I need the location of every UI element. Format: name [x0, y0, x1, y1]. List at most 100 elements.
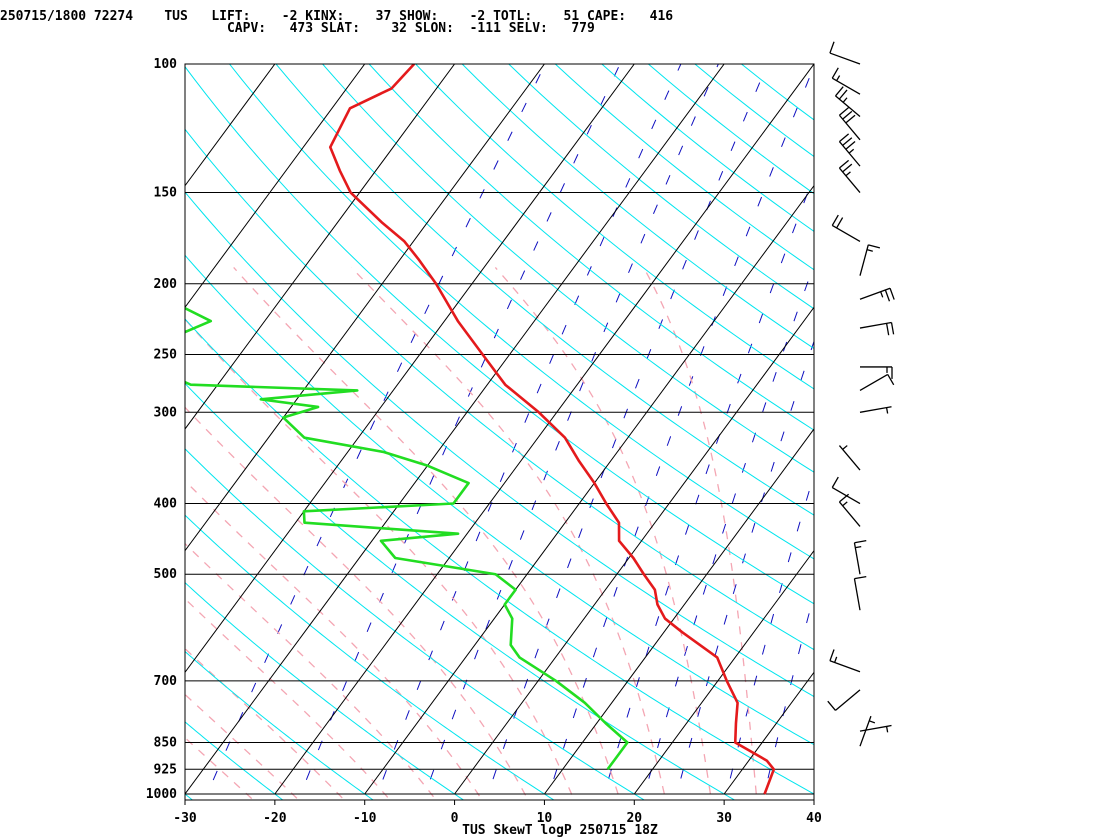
- moist-adiabat-line: [185, 406, 529, 800]
- wind-barb-staff: [859, 406, 892, 413]
- pressure-tick-label: 850: [154, 735, 178, 750]
- wind-barb-feather: [885, 407, 889, 414]
- wind-barb: [829, 41, 861, 65]
- temperature-tick-label: 10: [537, 811, 553, 826]
- wind-barb-feather: [831, 67, 839, 79]
- wind-barb-feather: [868, 244, 881, 249]
- wind-barb: [853, 540, 867, 575]
- wind-barb-staff: [853, 578, 861, 611]
- isotherm-line: [454, 306, 814, 795]
- pressure-tick-label: 700: [154, 674, 178, 689]
- wind-barb-feather: [885, 726, 889, 733]
- wind-barb: [859, 321, 895, 336]
- mixing-ratio-lines: [204, 64, 814, 800]
- wind-barb-feather: [854, 540, 867, 544]
- wind-barb: [859, 715, 876, 747]
- temperature-tick-label: 20: [626, 811, 642, 826]
- wind-barb-feather: [885, 323, 890, 336]
- wind-barb: [859, 244, 881, 276]
- mixing-ratio-line: [422, 64, 719, 800]
- dry-adiabat-line: [275, 64, 814, 516]
- header-indices-line-1: 250715/1800 72274 TUS LIFT: -2 KINX: 37 …: [0, 9, 674, 24]
- isotherm-line: [364, 184, 814, 795]
- wind-barb-feather: [831, 476, 839, 488]
- mixing-ratio-line: [485, 64, 769, 800]
- wind-barb-staff: [859, 321, 892, 329]
- moist-adiabat-line: [185, 542, 437, 800]
- isotherm-line: [0, 64, 95, 794]
- wind-barb-feather: [842, 163, 853, 173]
- wind-barb: [838, 159, 861, 193]
- isotherm-line: [185, 64, 725, 795]
- dewpoint-trace: [185, 306, 629, 771]
- mixing-ratio-line: [724, 473, 814, 800]
- dry-adiabat-line: [185, 318, 814, 795]
- wind-barb-feather: [839, 107, 850, 116]
- dry-adiabat-line: [368, 64, 814, 431]
- wind-barb-feather: [884, 289, 891, 302]
- wind-barb: [859, 373, 895, 391]
- pressure-tick-label: 250: [154, 347, 178, 362]
- temperature-trace: [328, 64, 776, 795]
- wind-barb-feather: [854, 575, 867, 580]
- moist-adiabat-line: [185, 647, 346, 800]
- wind-barb-feather: [829, 41, 835, 54]
- wind-barb: [831, 476, 861, 505]
- wind-barb-feather: [834, 86, 844, 97]
- wind-barb-feather: [855, 545, 862, 549]
- wind-barbs: [827, 41, 895, 747]
- wind-barb-feather: [890, 322, 895, 335]
- wind-barb-feather: [842, 501, 848, 507]
- isotherm-line: [544, 428, 814, 795]
- temperature-tick-label: 40: [806, 811, 822, 826]
- pressure-tick-label: 400: [154, 497, 178, 512]
- dry-adiabat-line: [554, 64, 814, 271]
- dry-adiabat-line: [185, 65, 814, 605]
- moist-adiabat-line: [185, 693, 300, 800]
- dry-adiabat-line: [185, 581, 465, 800]
- wind-barb-feather: [845, 114, 856, 124]
- wind-barb-feather: [842, 97, 848, 103]
- wind-barb: [859, 724, 892, 733]
- wind-barb-feather: [842, 445, 848, 450]
- isotherm-line: [185, 64, 276, 187]
- sounding-header: 250715/1800 72274 TUS LIFT: -2 KINX: 37 …: [0, 0, 1120, 40]
- isotherm-line: [0, 64, 5, 794]
- wind-barb-feather: [839, 493, 850, 503]
- dry-adiabats: [185, 64, 814, 800]
- wind-barb-feather: [842, 137, 853, 146]
- isotherm-line: [185, 64, 545, 552]
- dry-adiabat-line: [647, 64, 814, 195]
- sounding-traces: [185, 64, 776, 795]
- wind-barb: [853, 575, 867, 611]
- wind-barb-feather: [842, 110, 853, 120]
- wind-barb-feather: [827, 700, 836, 711]
- moist-adiabat-line: [233, 267, 621, 800]
- wind-barb-feather: [848, 148, 855, 154]
- wind-barb: [834, 86, 861, 117]
- isotherm-line: [813, 793, 814, 794]
- wind-barb-feather: [839, 159, 850, 169]
- isotherm-line: [185, 64, 366, 309]
- wind-barb: [831, 214, 861, 242]
- pressure-tick-label: 200: [154, 277, 178, 292]
- temperature-tick-label: 30: [716, 811, 732, 826]
- wind-barb-staff: [853, 542, 861, 575]
- wind-barb-staff: [859, 287, 891, 300]
- wind-barb: [838, 445, 861, 471]
- dry-adiabat-line: [185, 721, 284, 800]
- mixing-ratio-line: [762, 593, 814, 800]
- wind-barb: [838, 133, 861, 167]
- wind-barb-feather: [880, 291, 884, 298]
- mixing-ratio-line: [674, 339, 814, 800]
- wind-barb-feather: [866, 249, 873, 252]
- pressure-tick-label: 150: [154, 186, 178, 201]
- plot-frame: [184, 63, 815, 801]
- wind-barb: [827, 689, 861, 711]
- temperature-tick-label: -30: [173, 811, 197, 826]
- moist-adiabat-line: [185, 597, 391, 800]
- wind-barb: [838, 107, 861, 141]
- wind-barb-staff: [829, 52, 861, 65]
- dry-adiabat-line: [461, 64, 814, 350]
